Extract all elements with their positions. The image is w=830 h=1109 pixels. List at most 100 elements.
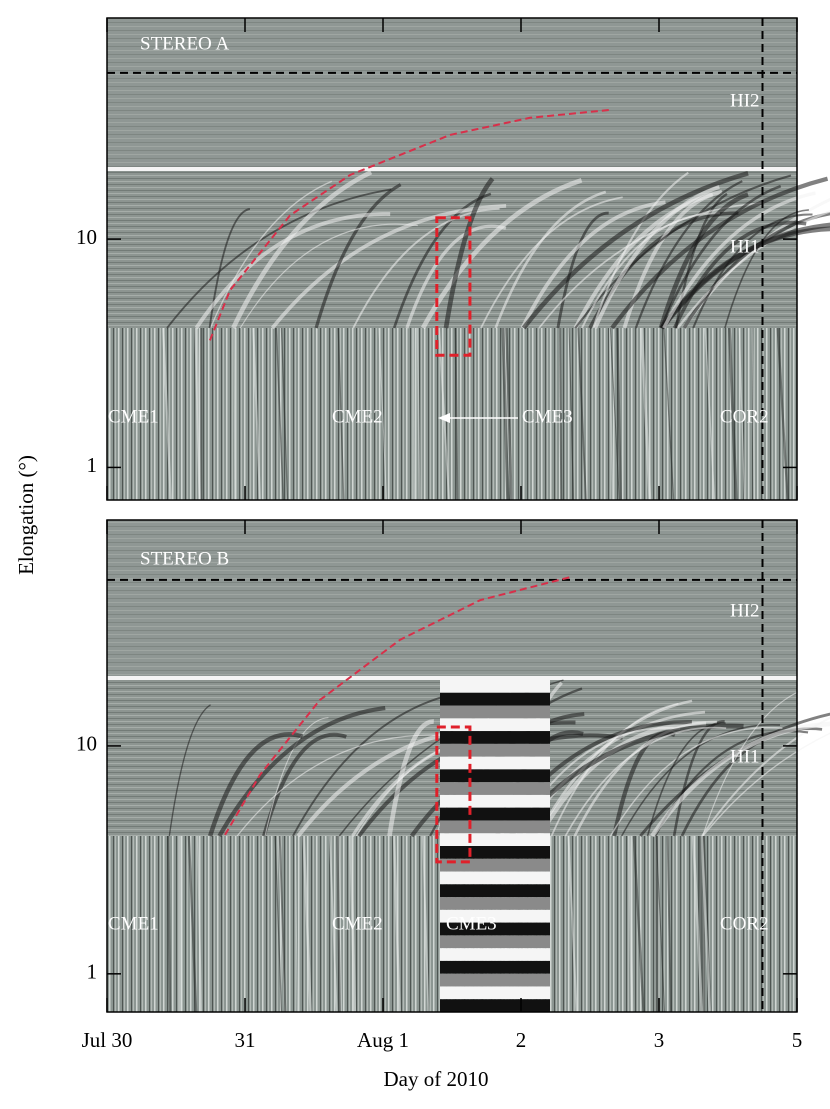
feature-streak	[700, 835, 712, 1013]
arrow-head	[438, 413, 450, 423]
feature-streak	[166, 835, 172, 1013]
feature-streak	[494, 190, 607, 329]
feature-streak	[702, 691, 799, 837]
feature-streak	[275, 327, 284, 501]
feature-streak	[314, 183, 402, 329]
feature-streak	[558, 327, 563, 501]
feature-streak	[378, 327, 388, 501]
feature-streak	[692, 213, 813, 329]
annotation: HI1	[730, 746, 760, 767]
data-gap-band	[440, 718, 550, 732]
feature-streak	[294, 835, 298, 1013]
feature-streak	[194, 327, 201, 501]
annotation: COR2	[720, 913, 769, 934]
feature-streak	[727, 327, 738, 501]
feature-streak	[564, 726, 727, 837]
annotation: CME3	[522, 406, 573, 427]
hi2-image	[107, 520, 797, 677]
data-gap-band	[440, 846, 550, 859]
feature-streak	[574, 174, 792, 329]
data-gap-band	[440, 897, 550, 910]
plot-frame	[106, 519, 798, 1013]
feature-streak	[501, 327, 510, 501]
feature-streak	[659, 226, 830, 330]
feature-streak	[236, 734, 467, 837]
feature-streak	[610, 176, 829, 330]
data-gap-band	[440, 807, 550, 821]
feature-streak	[655, 835, 666, 1013]
feature-streak	[650, 721, 830, 838]
feature-streak	[751, 327, 755, 501]
feature-streak	[209, 180, 333, 329]
feature-streak	[262, 732, 347, 837]
feature-streak	[691, 835, 704, 1013]
data-gap-band	[440, 833, 550, 846]
annotation: CME1	[108, 406, 159, 427]
feature-streak	[292, 694, 450, 837]
annotation: STEREO A	[140, 33, 229, 54]
feature-streak	[593, 185, 720, 329]
feature-streak	[239, 223, 418, 329]
data-gap-band	[440, 948, 550, 961]
feature-streak	[166, 188, 392, 329]
annotation: HI1	[730, 236, 760, 257]
data-gap-band	[440, 986, 550, 1000]
y-axis-label: Elongation (°)	[14, 455, 38, 575]
data-gap-band	[440, 680, 550, 693]
feature-streak	[270, 204, 507, 330]
annotation: HI2	[730, 90, 760, 111]
feature-streak	[422, 835, 430, 1013]
feature-streak	[776, 327, 789, 501]
feature-streak	[352, 207, 500, 329]
feature-streak	[443, 177, 495, 329]
annotation: CME1	[108, 913, 159, 934]
data-gap-band	[440, 794, 550, 808]
feature-streak	[231, 170, 373, 329]
feature-streak	[659, 184, 782, 329]
feature-streak	[168, 704, 211, 837]
feature-streak	[704, 327, 716, 501]
feature-streak	[702, 732, 830, 837]
feature-streak	[387, 719, 435, 837]
feature-streak	[505, 327, 513, 501]
feature-streak	[673, 220, 807, 329]
feature-streak	[663, 327, 675, 501]
feature-streak	[608, 327, 614, 501]
y-tick-label: 10	[76, 225, 97, 249]
feature-streak	[274, 835, 283, 1013]
data-gap-band	[440, 731, 550, 744]
feature-streak	[609, 327, 620, 501]
feature-streak	[194, 212, 391, 330]
feature-streak	[632, 835, 645, 1013]
feature-streak	[701, 716, 830, 837]
feature-streak	[412, 327, 415, 501]
feature-streak	[628, 835, 634, 1013]
feature-streak	[738, 327, 746, 501]
x-tick-label: Aug 1	[357, 1028, 409, 1052]
data-gap-band	[440, 871, 550, 885]
data-gap-band	[440, 692, 550, 706]
y-tick-label: 1	[87, 960, 98, 984]
x-tick-label: 31	[235, 1028, 256, 1052]
data-gap-band	[440, 884, 550, 898]
feature-streak	[252, 327, 261, 501]
annotation: CME3	[446, 913, 497, 934]
feature-streak	[336, 835, 341, 1013]
feature-streak	[520, 200, 666, 329]
feature-streak	[556, 211, 609, 329]
y-tick-label: 10	[76, 732, 97, 756]
highlight-box	[435, 725, 472, 864]
highlight-box	[435, 216, 472, 357]
x-tick-label: 2	[516, 1028, 527, 1052]
x-axis-label: Day of 2010	[384, 1067, 489, 1091]
data-gap-band	[440, 858, 550, 872]
feature-streak	[550, 702, 679, 837]
data-gap-band	[440, 973, 550, 987]
data-gap-band	[440, 960, 550, 974]
data-gap-band	[440, 999, 550, 1012]
annotation: COR2	[720, 406, 769, 427]
feature-streak	[666, 835, 672, 1013]
data-gap-band	[440, 909, 550, 923]
feature-streak	[567, 835, 578, 1013]
feature-streak	[609, 727, 783, 837]
